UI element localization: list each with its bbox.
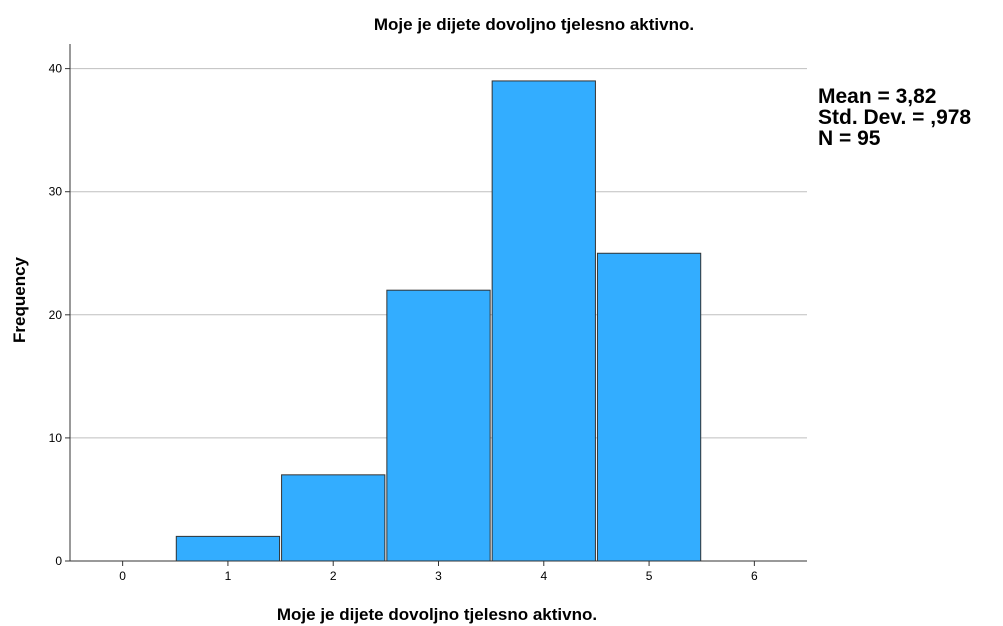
x-tick-label: 3 xyxy=(435,569,442,583)
x-tick-label: 6 xyxy=(751,569,758,583)
n-stat: N = 95 xyxy=(818,127,881,150)
x-tick-label: 1 xyxy=(225,569,232,583)
y-tick-label: 40 xyxy=(49,62,63,76)
y-tick-label: 10 xyxy=(49,431,63,445)
y-tick-labels: 0 10 20 30 40 xyxy=(49,62,70,568)
bars xyxy=(175,80,702,562)
std-dev-stat: Std. Dev. = ,978 xyxy=(818,106,972,129)
bar-1 xyxy=(175,535,281,562)
y-tick-label: 20 xyxy=(49,308,63,322)
bar-5 xyxy=(596,252,702,562)
mean-stat: Mean = 3,82 xyxy=(818,85,937,108)
statistics-box: Mean = 3,82 Std. Dev. = ,978 N = 95 xyxy=(818,86,971,149)
x-tick-label: 2 xyxy=(330,569,337,583)
y-axis-label: Frequency xyxy=(10,256,29,343)
x-axis-label: Moje je dijete dovoljno tjelesno aktivno… xyxy=(277,605,597,624)
chart-title: Moje je dijete dovoljno tjelesno aktivno… xyxy=(374,15,694,34)
bar-3 xyxy=(386,289,491,562)
x-tick-label: 0 xyxy=(119,569,126,583)
y-tick-label: 30 xyxy=(49,185,63,199)
y-tick-label: 0 xyxy=(55,554,62,568)
x-tick-labels: 0 1 2 3 4 5 6 xyxy=(119,561,758,583)
bar-2 xyxy=(281,474,386,562)
x-tick-label: 5 xyxy=(646,569,653,583)
x-tick-label: 4 xyxy=(540,569,547,583)
bar-4 xyxy=(491,80,596,562)
